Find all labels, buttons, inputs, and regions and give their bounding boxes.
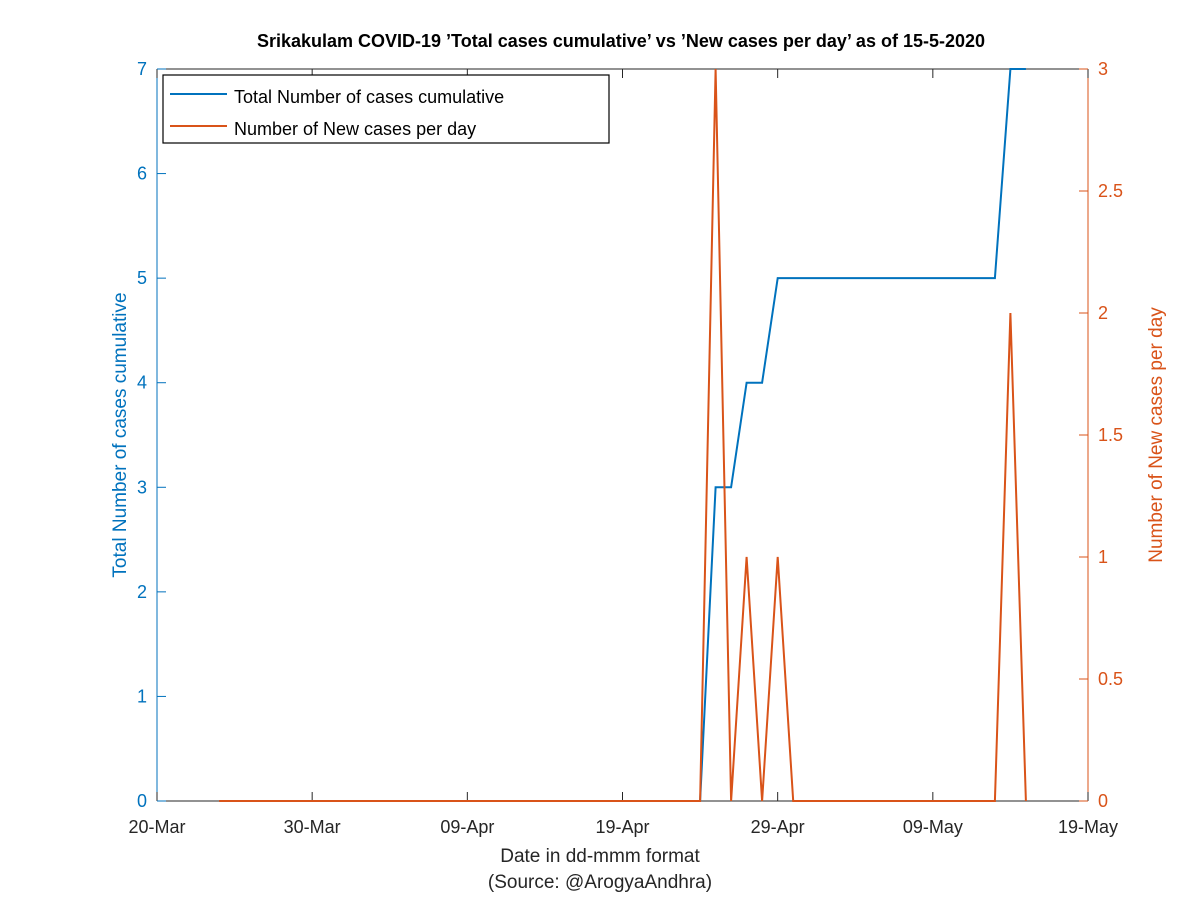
y-right-tick-label: 2.5 bbox=[1098, 181, 1123, 201]
legend: Total Number of cases cumulative Number … bbox=[162, 74, 610, 144]
x-tick-label: 19-May bbox=[1058, 817, 1118, 837]
series-line-total-cases bbox=[699, 68, 1026, 802]
y-left-tick-label: 7 bbox=[137, 59, 147, 79]
y-left-tick-label: 4 bbox=[137, 373, 147, 393]
y-left-tick-label: 5 bbox=[137, 268, 147, 288]
x-tick-label: 09-Apr bbox=[440, 817, 494, 837]
y-left-tick-label: 3 bbox=[137, 477, 147, 497]
series-line-new-cases bbox=[219, 68, 1027, 802]
x-tick-label: 30-Mar bbox=[284, 817, 341, 837]
y-right-tick-label: 0 bbox=[1098, 791, 1108, 811]
legend-label-total-cases: Total Number of cases cumulative bbox=[234, 87, 504, 107]
plot-area: 20-Mar 30-Mar 09-Apr 19-Apr 29-Apr 09-May 19-M… bbox=[128, 59, 1123, 837]
source-label: (Source: @ArogyaAndhra) bbox=[488, 872, 712, 893]
y-axis-right-label: Number of New cases per day bbox=[1146, 307, 1167, 563]
y-right-tick-label: 1.5 bbox=[1098, 425, 1123, 445]
legend-box bbox=[162, 74, 610, 144]
y-left-tick-label: 2 bbox=[137, 582, 147, 602]
x-tick-label: 09-May bbox=[903, 817, 963, 837]
y-right-tick-label: 0.5 bbox=[1098, 669, 1123, 689]
x-axis-label: Date in dd-mmm format bbox=[500, 846, 700, 867]
y-left-tick-label: 6 bbox=[137, 164, 147, 184]
x-tick-label: 29-Apr bbox=[751, 817, 805, 837]
chart-title: Srikakulam COVID-19 ’Total cases cumulat… bbox=[257, 31, 985, 51]
y-right-tick-label: 2 bbox=[1098, 303, 1108, 323]
x-tick-label: 19-Apr bbox=[595, 817, 649, 837]
legend-label-new-cases: Number of New cases per day bbox=[234, 119, 476, 139]
y-left-tick-label: 0 bbox=[137, 791, 147, 811]
x-tick-label: 20-Mar bbox=[128, 817, 185, 837]
y-right-tick-label: 3 bbox=[1098, 59, 1108, 79]
y-right-tick-label: 1 bbox=[1098, 547, 1108, 567]
y-left-tick-label: 1 bbox=[137, 686, 147, 706]
y-axis-left-label: Total Number of cases cumulative bbox=[110, 292, 131, 577]
